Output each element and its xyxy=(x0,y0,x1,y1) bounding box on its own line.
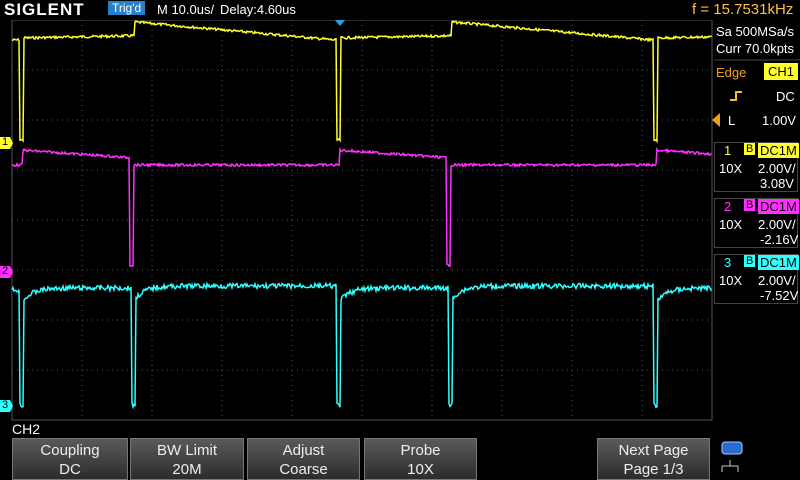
trigger-slope-icon xyxy=(730,91,742,101)
channel-number: 2 xyxy=(724,199,732,214)
frequency: f = 15.7531kHz xyxy=(692,1,794,18)
trigger-level: 1.00V xyxy=(762,113,796,128)
sample-rate: Sa 500MSa/s xyxy=(716,24,795,39)
ch1-marker-bg xyxy=(0,137,13,149)
button-value: DC xyxy=(59,461,81,478)
button-label: Probe xyxy=(400,442,441,459)
bandwidth-flag: B xyxy=(744,255,756,267)
button-label: Next Page xyxy=(618,442,689,459)
menu-button[interactable]: Adjust Coarse xyxy=(247,438,360,480)
vertical-scale: 2.00V/ xyxy=(758,217,796,232)
channel-coupling: DC1M xyxy=(758,143,799,158)
vertical-scale: 2.00V/ xyxy=(758,273,796,288)
vertical-offset: -7.52V xyxy=(760,288,799,303)
trigger-level-marker xyxy=(712,113,720,127)
menu-button[interactable]: BW Limit 20M xyxy=(130,438,244,480)
trigger-type: Edge xyxy=(716,65,747,80)
network-icon xyxy=(721,460,739,472)
vertical-offset: 3.08V xyxy=(760,176,794,191)
timebase: M 10.0us/ xyxy=(157,2,215,17)
menu-button[interactable]: Next Page Page 1/3 xyxy=(597,438,710,480)
ch1-trace xyxy=(11,19,713,144)
channel-number: 3 xyxy=(724,255,732,270)
button-value: Coarse xyxy=(279,461,328,478)
ch2-marker-bg xyxy=(0,266,13,278)
channel-coupling: DC1M xyxy=(758,255,799,270)
menu-title: CH2 xyxy=(12,421,41,437)
menu-button[interactable]: Probe 10X xyxy=(364,438,477,480)
ch2-trace xyxy=(11,147,713,268)
bandwidth-flag: B xyxy=(744,199,756,211)
brand: SIGLENT xyxy=(4,0,85,19)
button-value: 20M xyxy=(172,461,202,478)
probe-ratio: 10X xyxy=(719,217,743,232)
channel-box xyxy=(714,198,798,248)
button-value: Page 1/3 xyxy=(623,461,684,478)
probe-ratio: 10X xyxy=(719,161,743,176)
channel-box xyxy=(714,254,798,304)
trigger-status: Trig'd xyxy=(108,1,146,15)
delay: Delay:4.60us xyxy=(220,2,296,17)
channel-marker: 3 xyxy=(2,399,9,411)
ch3-trace xyxy=(11,281,713,410)
channel-number: 1 xyxy=(724,143,732,158)
channel-box xyxy=(714,142,798,192)
vertical-offset: -2.16V xyxy=(760,232,799,247)
trigger-source: CH1 xyxy=(764,63,799,80)
button-label: Coupling xyxy=(40,442,100,459)
vertical-scale: 2.00V/ xyxy=(758,161,796,176)
menu-button[interactable]: Coupling DC xyxy=(12,438,128,480)
button-value: 10X xyxy=(407,461,434,478)
channel-marker: 1 xyxy=(2,136,9,148)
bandwidth-flag: B xyxy=(744,143,756,155)
usb-icon xyxy=(721,441,743,455)
button-label: BW Limit xyxy=(157,442,217,459)
grid xyxy=(12,20,712,420)
trigger-coupling: DC xyxy=(776,89,795,104)
trigger-level-label: L xyxy=(728,113,736,128)
memory-depth: Curr 70.0kpts xyxy=(716,41,795,56)
probe-ratio: 10X xyxy=(719,273,743,288)
channel-coupling: DC1M xyxy=(758,199,799,214)
ch3-marker-bg xyxy=(0,400,13,412)
button-label: Adjust xyxy=(282,442,325,459)
channel-marker: 2 xyxy=(2,265,9,277)
top-bar xyxy=(0,0,800,20)
